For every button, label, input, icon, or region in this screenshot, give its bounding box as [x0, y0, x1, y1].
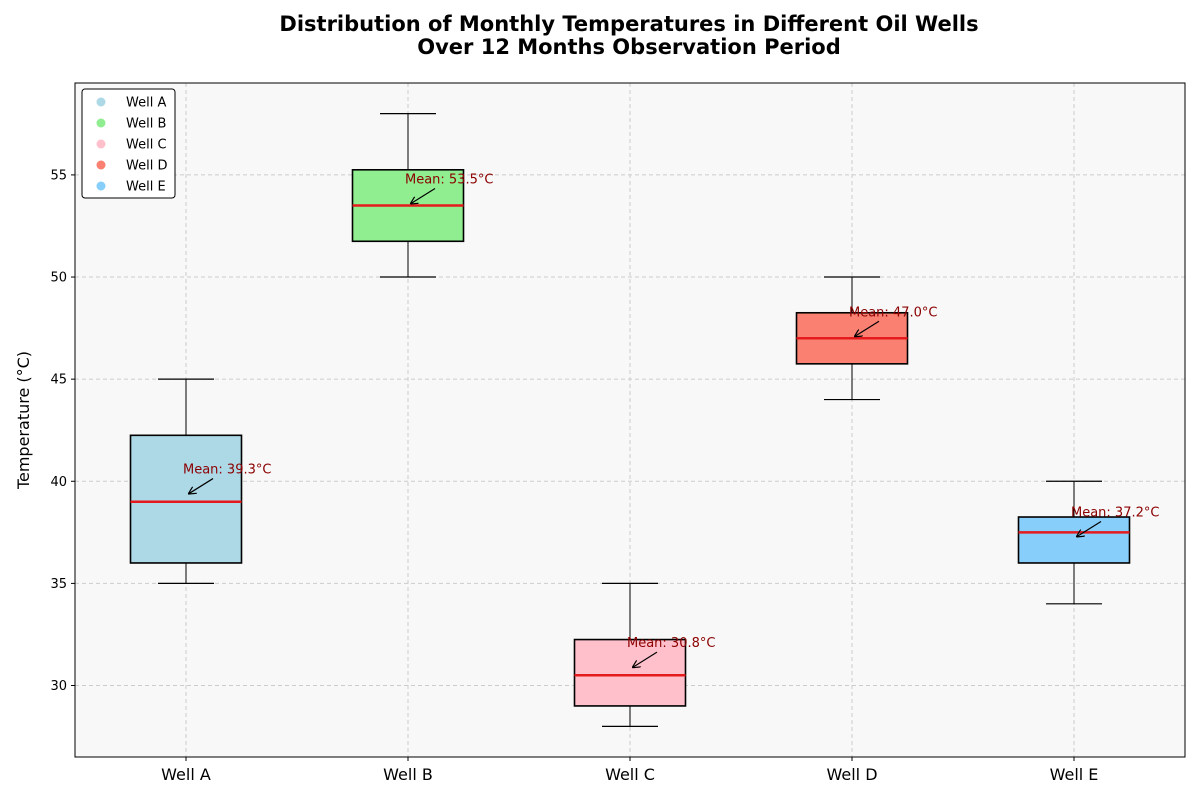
- mean-label: Mean: 53.5°C: [405, 173, 493, 188]
- legend-frame: [81, 88, 176, 199]
- axis-layer: 30 35 40 45 50 55 Well A Well B Well C Well D Well…: [50, 168, 1098, 784]
- mean-label: Mean: 30.8°C: [627, 636, 715, 651]
- box-layer: [129, 113, 1131, 727]
- mean-arrow: [855, 320, 880, 336]
- legend-marker: [96, 139, 106, 149]
- legend-marker: [96, 97, 106, 107]
- mean-label: Mean: 47.0°C: [849, 305, 937, 320]
- legend-label: Well B: [126, 117, 166, 132]
- mean-arrow: [1077, 520, 1102, 536]
- mean-label: Mean: 37.2°C: [1071, 505, 1159, 520]
- box-well-e: [1017, 480, 1131, 605]
- annotation-layer: Mean: 39.3°C Mean: 53.5°C Mean: 30.8°C Mean…: [183, 173, 1159, 668]
- box-well-a: [129, 378, 243, 584]
- x-tick-label: Well A: [161, 765, 211, 784]
- x-tick-label: Well B: [383, 765, 433, 784]
- legend-label: Well D: [126, 159, 167, 174]
- chart-title-line-2: Over 12 Months Observation Period: [417, 35, 840, 59]
- y-tick-label: 40: [50, 475, 67, 490]
- legend: Well A Well B Well C Well D Well E: [81, 88, 176, 199]
- box-well-c: [573, 582, 687, 727]
- mean-arrow: [189, 478, 214, 494]
- chart-title-line-1: Distribution of Monthly Temperatures in …: [279, 12, 978, 36]
- mean-arrow: [411, 188, 436, 204]
- y-tick-label: 45: [50, 373, 67, 388]
- legend-marker: [96, 160, 106, 170]
- iqr-box: [573, 638, 687, 707]
- y-tick-label: 35: [50, 577, 67, 592]
- iqr-box: [1017, 516, 1131, 564]
- legend-label: Well A: [126, 96, 166, 111]
- iqr-box: [129, 434, 243, 564]
- mean-label: Mean: 39.3°C: [183, 463, 271, 478]
- legend-label: Well E: [126, 180, 166, 195]
- x-tick-label: Well D: [826, 765, 877, 784]
- box-well-b: [351, 113, 465, 278]
- mean-arrow: [633, 651, 658, 667]
- y-tick-label: 55: [50, 168, 67, 183]
- box-well-d: [795, 276, 909, 401]
- legend-marker: [96, 118, 106, 128]
- x-tick-label: Well E: [1050, 765, 1099, 784]
- y-tick-label: 50: [50, 271, 67, 286]
- legend-label: Well C: [126, 138, 167, 153]
- y-tick-label: 30: [50, 679, 67, 694]
- x-tick-label: Well C: [605, 765, 655, 784]
- y-axis-label: Temperature (°C): [14, 351, 33, 490]
- legend-marker: [96, 181, 106, 191]
